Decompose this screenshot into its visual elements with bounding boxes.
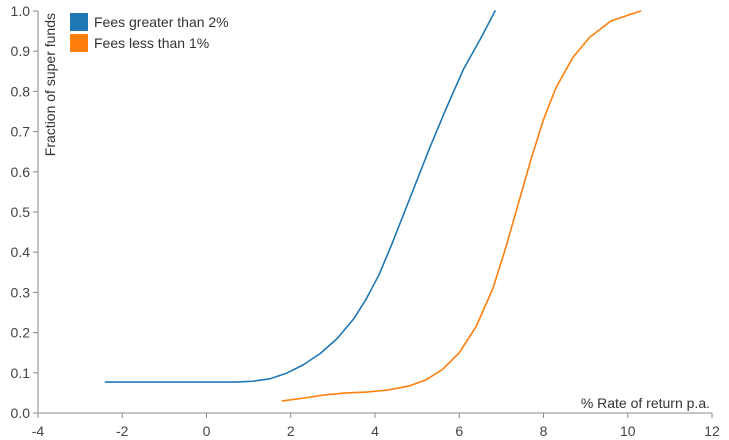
y-tick-label: 0.3	[11, 284, 31, 300]
x-tick-label: 6	[455, 423, 463, 439]
x-tick-label: 8	[540, 423, 548, 439]
x-tick-label: 2	[287, 423, 295, 439]
x-tick-label: -4	[32, 423, 45, 439]
legend-label-2: Fees less than 1%	[94, 35, 209, 51]
y-axis-title: Fraction of super funds	[42, 13, 58, 156]
plot-area: -4 -2 0 2 4 6 8 10 12 0.0 0.1 0.2 0.3 0.4 0.5 0.6 0.7 0.8…	[11, 3, 720, 439]
y-tick-label: 0.2	[11, 325, 31, 341]
x-tick-label: 10	[620, 423, 636, 439]
y-tick-label: 0.7	[11, 124, 31, 140]
legend-label-1: Fees greater than 2%	[94, 14, 229, 30]
y-tick-label: 1.0	[11, 3, 31, 19]
y-tick-label: 0.6	[11, 164, 31, 180]
y-tick-label: 0.1	[11, 365, 31, 381]
legend-swatch-1	[70, 13, 88, 31]
x-tick-label: 12	[704, 423, 720, 439]
x-tick-label: 0	[203, 423, 211, 439]
legend-swatch-2	[70, 34, 88, 52]
x-axis-title: % Rate of return p.a.	[581, 395, 710, 411]
series-line-1	[104, 10, 496, 383]
x-tick-label: 4	[371, 423, 379, 439]
y-tick-label: 0.0	[11, 405, 31, 421]
series-line-2	[281, 10, 642, 402]
y-tick-label: 0.9	[11, 43, 31, 59]
y-tick-label: 0.8	[11, 83, 31, 99]
y-tick-label: 0.5	[11, 204, 31, 220]
x-tick-label: -2	[116, 423, 129, 439]
y-tick-label: 0.4	[11, 244, 31, 260]
